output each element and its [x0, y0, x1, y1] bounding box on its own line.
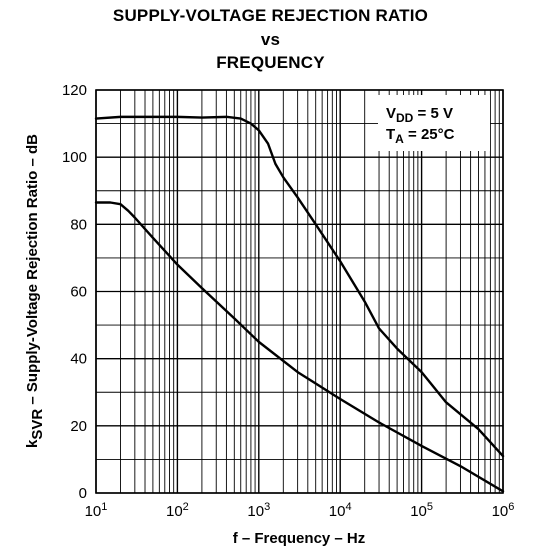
- x-tick-base: 10: [85, 503, 102, 520]
- annotation-vdd: VDD = 5 V: [386, 105, 453, 125]
- x-tick-base: 10: [410, 503, 427, 520]
- x-tick-label: 104: [329, 501, 352, 520]
- y-tick-label: 80: [70, 216, 87, 233]
- annotation-box: [378, 95, 490, 151]
- x-tick-label: 106: [492, 501, 515, 520]
- y-tick-label: 100: [62, 149, 87, 166]
- x-tick-label: 101: [85, 501, 108, 520]
- chart-title-line-2: vs: [260, 30, 281, 49]
- x-tick-base: 10: [166, 503, 183, 520]
- x-tick-exponent: 3: [264, 501, 270, 513]
- annotation-ta-value: = 25°C: [404, 126, 455, 143]
- y-axis-label-rest: – Supply-Voltage Rejection Ratio – dB: [24, 134, 41, 409]
- annotation-vdd-sub: DD: [396, 111, 414, 125]
- annotation-ta: TA = 25°C: [386, 126, 455, 146]
- x-tick-exponent: 6: [508, 501, 514, 513]
- series-1-line: [94, 115, 505, 458]
- series-layer: [94, 115, 505, 493]
- annotation-vdd-symbol: V: [386, 105, 396, 122]
- x-tick-label: 105: [410, 501, 433, 520]
- series-2-line: [94, 201, 505, 493]
- y-tick-label: 40: [70, 351, 87, 368]
- chart-title-line-1: SUPPLY-VOLTAGE REJECTION RATIO: [112, 6, 429, 25]
- x-tick-exponent: 2: [183, 501, 189, 513]
- x-tick-labels: 101 102 103 104 105 106: [85, 501, 515, 520]
- y-tick-label: 60: [70, 284, 87, 301]
- x-tick-exponent: 5: [427, 501, 433, 513]
- annotation-ta-symbol: T: [386, 126, 395, 143]
- x-axis-label: f – Frequency – Hz: [233, 530, 366, 547]
- annotation-vdd-value: = 5 V: [413, 105, 453, 122]
- y-tick-label: 120: [62, 82, 87, 99]
- y-tick-label: 20: [70, 418, 87, 435]
- y-tick-labels: 0 20 40 60 80 100 120: [62, 82, 87, 502]
- chart-title-line-3: FREQUENCY: [216, 53, 325, 72]
- x-tick-label: 102: [166, 501, 189, 520]
- plot-frame: [95, 89, 504, 494]
- y-axis-label-sub: SVR: [29, 409, 46, 440]
- y-tick-label: 0: [79, 485, 87, 502]
- y-axis-label-symbol: k: [24, 439, 41, 448]
- x-tick-label: 103: [247, 501, 270, 520]
- annotation-ta-sub: A: [395, 132, 404, 146]
- x-tick-base: 10: [329, 503, 346, 520]
- x-tick-exponent: 1: [101, 501, 107, 513]
- x-tick-exponent: 4: [345, 501, 351, 513]
- x-tick-base: 10: [492, 503, 509, 520]
- y-axis-label: kSVR – Supply-Voltage Rejection Ratio – …: [24, 134, 46, 448]
- x-tick-base: 10: [247, 503, 264, 520]
